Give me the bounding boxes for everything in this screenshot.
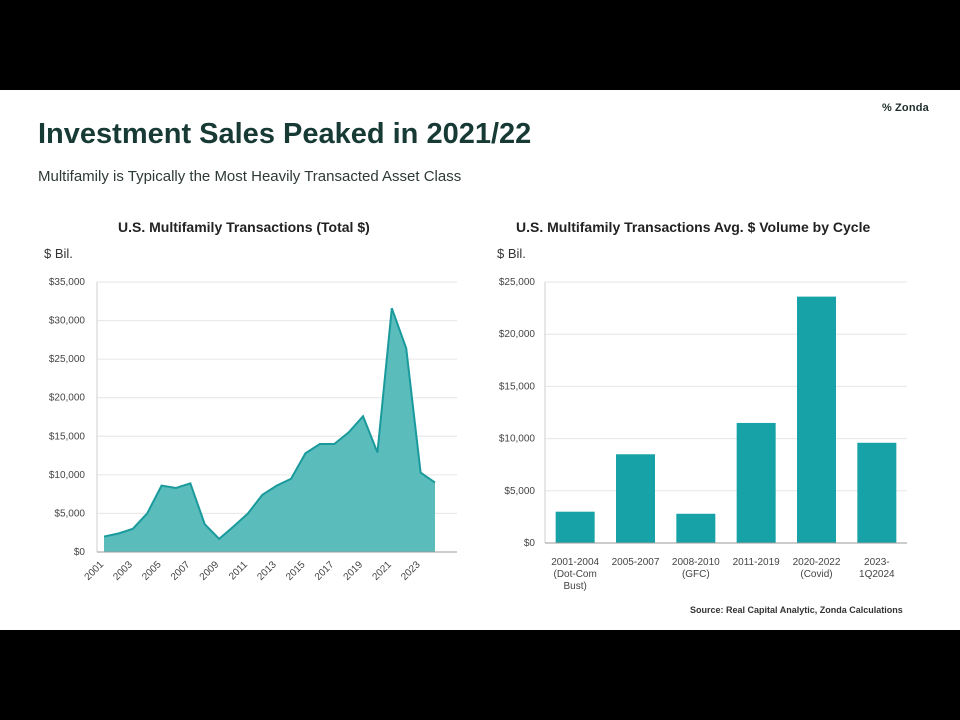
bar-y-tick-label: $25,000: [499, 277, 536, 288]
area-x-tick-label: 2013: [255, 559, 279, 583]
bar-y-tick-label: $10,000: [499, 434, 536, 445]
bar-y-tick-label: $5,000: [504, 486, 535, 497]
bar-y-tick-label: $0: [524, 538, 536, 549]
area-x-tick-label: 2009: [198, 559, 222, 583]
bar: [616, 454, 655, 543]
area-chart: $0 $5,000 $10,000 $15,000 $20,000 $25,000 $30,…: [49, 277, 457, 583]
bar-category-label: Bust): [563, 581, 586, 592]
bar-chart-unit-label: $ Bil.: [497, 246, 526, 261]
area-x-tick-label: 2003: [111, 559, 135, 583]
bar-category-label: 2001-2004: [551, 557, 599, 568]
area-y-tick-label: $30,000: [49, 316, 86, 327]
area-chart-unit-label: $ Bil.: [44, 246, 73, 261]
bar: [676, 513, 716, 543]
bar-y-tick-label: $20,000: [499, 329, 536, 340]
area-y-tick-label: $5,000: [54, 508, 85, 519]
area-x-tick-label: 2023: [399, 559, 423, 583]
area-x-tick-label: 2017: [313, 559, 337, 583]
area-x-tick-label: 2001: [83, 559, 107, 583]
bar-chart-title: U.S. Multifamily Transactions Avg. $ Vol…: [516, 219, 871, 235]
bar-category-label: (Dot-Com: [553, 569, 596, 580]
area-x-tick-label: 2007: [169, 559, 193, 583]
source-note: Source: Real Capital Analytic, Zonda Cal…: [690, 605, 903, 615]
area-x-tick-label: 2019: [342, 559, 366, 583]
bar: [797, 296, 836, 543]
brand-name: Zonda: [894, 102, 929, 114]
area-x-tick-label: 2005: [140, 559, 164, 583]
area-y-tick-label: $15,000: [49, 431, 86, 442]
area-x-tick-label: 2015: [284, 559, 308, 583]
bar: [857, 442, 897, 543]
area-series-fill: [104, 308, 435, 552]
area-y-tick-label: $20,000: [49, 393, 86, 404]
bar-category-label: (Covid): [800, 569, 832, 580]
bar-category-label: 2008-2010: [672, 557, 720, 568]
bar-category-label: (GFC): [682, 569, 710, 580]
zonda-logo-icon: %: [882, 102, 892, 114]
bar-category-label: 2020-2022: [793, 557, 841, 568]
brand-logo: % Zonda: [882, 102, 929, 114]
page-subtitle: Multifamily is Typically the Most Heavil…: [38, 168, 462, 185]
bar-category-label: 1Q2024: [859, 569, 895, 580]
bar-chart: $0 $5,000 $10,000 $15,000 $20,000 $25,000 2001…: [499, 277, 907, 592]
area-y-tick-label: $0: [74, 547, 86, 558]
bar-y-tick-label: $15,000: [499, 381, 536, 392]
area-x-tick-label: 2011: [227, 559, 250, 582]
area-chart-title: U.S. Multifamily Transactions (Total $): [118, 219, 370, 235]
bar-category-label: 2011-2019: [733, 557, 781, 568]
area-y-tick-label: $25,000: [49, 354, 86, 365]
bar: [736, 422, 776, 543]
area-y-tick-label: $35,000: [49, 277, 86, 288]
area-y-tick-label: $10,000: [49, 470, 86, 481]
page-title: Investment Sales Peaked in 2021/22: [38, 118, 532, 150]
area-series-line: [103, 307, 436, 541]
area-x-tick-label: 2021: [370, 559, 394, 583]
bar-category-label: 2023-: [864, 557, 890, 568]
bar-category-label: 2005-2007: [612, 557, 660, 568]
bar: [555, 511, 595, 543]
